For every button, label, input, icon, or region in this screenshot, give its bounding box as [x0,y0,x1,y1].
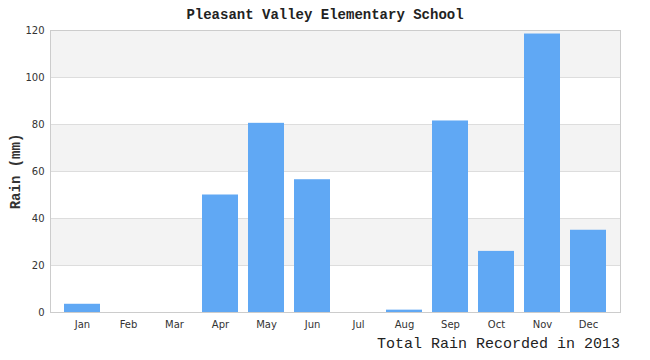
svg-text:40: 40 [32,213,45,224]
svg-text:Nov: Nov [533,319,553,330]
svg-text:Aug: Aug [395,319,415,330]
svg-text:20: 20 [32,260,45,271]
svg-text:Mar: Mar [165,319,185,330]
svg-text:Jul: Jul [351,319,364,330]
svg-text:Jan: Jan [74,319,90,330]
svg-text:Jun: Jun [304,319,321,330]
svg-text:Apr: Apr [212,319,230,330]
svg-text:Sep: Sep [441,319,460,330]
svg-text:Feb: Feb [120,319,138,330]
svg-text:60: 60 [32,166,45,177]
html-text:Total Rain Recorded in 2013: Total Rain Recorded in 2013 [377,336,620,353]
html-text:Pleasant Valley Elementary Sch: Pleasant Valley Elementary School [186,7,464,23]
svg-text:Dec: Dec [579,319,598,330]
svg-text:80: 80 [32,119,45,130]
svg-text:May: May [256,319,277,330]
svg-text:0: 0 [38,307,44,318]
svg-text:100: 100 [25,72,44,83]
svg-text:Rain (mm): Rain (mm) [8,134,24,210]
svg-text:Oct: Oct [488,319,505,330]
svg-text:120: 120 [25,26,44,36]
